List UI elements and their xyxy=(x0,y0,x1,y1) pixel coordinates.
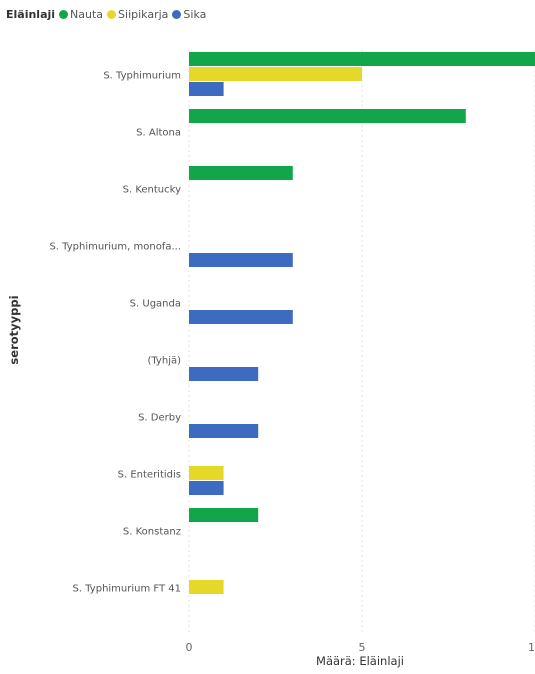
bar-nauta[interactable] xyxy=(189,52,535,66)
bar-nauta[interactable] xyxy=(189,508,259,522)
legend-item-nauta[interactable]: Nauta xyxy=(59,8,103,21)
x-tick-label: 0 xyxy=(186,641,193,654)
legend-label-nauta: Nauta xyxy=(70,7,104,21)
gridlines xyxy=(188,50,535,632)
category-label: S. Altona xyxy=(136,128,181,139)
bar-sika[interactable] xyxy=(189,253,293,267)
bar-sika[interactable] xyxy=(189,367,259,381)
legend: Eläinlaji Nauta Siipikarja Sika xyxy=(6,5,210,23)
legend-item-siipikarja[interactable]: Siipikarja xyxy=(107,8,168,21)
category-label: S. Derby xyxy=(138,413,181,424)
bar-sika[interactable] xyxy=(189,310,293,324)
category-label: S. Kentucky xyxy=(123,185,181,196)
legend-dot-nauta xyxy=(59,9,69,19)
category-label: S. Typhimurium FT 41 xyxy=(73,584,181,595)
category-label: S. Konstanz xyxy=(123,527,181,538)
legend-label-siipikarja: Siipikarja xyxy=(118,7,169,21)
bar-sika[interactable] xyxy=(189,424,259,438)
category-labels: S. Typhimurium S. Altona S. Kentucky S. Typ… xyxy=(49,71,181,595)
bar-siipikarja[interactable] xyxy=(189,580,224,594)
category-label: S. Uganda xyxy=(130,299,181,310)
legend-dot-siipikarja xyxy=(107,9,117,19)
x-axis-title: Määrä: Eläinlaji xyxy=(316,654,404,668)
legend-title: Eläinlaji xyxy=(6,7,56,21)
legend-item-sika[interactable]: Sika xyxy=(172,8,206,21)
category-label: S. Typhimurium xyxy=(103,71,181,82)
bar-nauta[interactable] xyxy=(189,109,466,123)
x-tick-labels: 0 5 10 xyxy=(186,641,535,654)
legend-label-sika: Sika xyxy=(183,7,207,21)
category-label: S. Typhimurium, monofa... xyxy=(49,242,181,253)
category-label: S. Enteritidis xyxy=(118,470,181,481)
y-axis-title: serotyyppi xyxy=(7,295,21,364)
bar-siipikarja[interactable] xyxy=(189,67,362,81)
x-tick-label: 10 xyxy=(528,641,535,654)
x-tick-label: 5 xyxy=(359,641,366,654)
category-label: (Tyhjä) xyxy=(147,356,181,367)
bar-sika[interactable] xyxy=(189,82,224,96)
bar-nauta[interactable] xyxy=(189,166,293,180)
legend-dot-sika xyxy=(172,9,182,19)
bar-sika[interactable] xyxy=(189,481,224,495)
bars xyxy=(189,52,535,594)
bar-siipikarja[interactable] xyxy=(189,466,224,480)
